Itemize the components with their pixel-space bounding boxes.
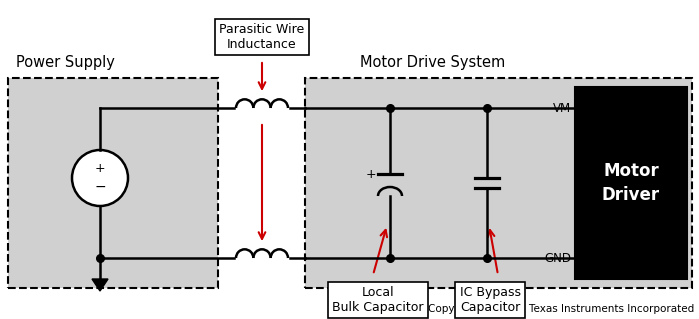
Polygon shape: [92, 279, 108, 291]
Text: Power Supply: Power Supply: [16, 55, 115, 70]
Text: Local
Bulk Capacitor: Local Bulk Capacitor: [332, 286, 424, 314]
Circle shape: [72, 150, 128, 206]
Text: Parasitic Wire
Inductance: Parasitic Wire Inductance: [219, 23, 305, 51]
Text: +: +: [94, 162, 106, 175]
Text: Motor
Driver: Motor Driver: [602, 162, 660, 204]
Text: Copyright © 2016, Texas Instruments Incorporated: Copyright © 2016, Texas Instruments Inco…: [428, 304, 694, 314]
Bar: [305, 78, 692, 288]
Bar: [8, 78, 218, 288]
Text: GND: GND: [544, 251, 571, 264]
Text: +: +: [366, 167, 376, 181]
Text: IC Bypass
Capacitor: IC Bypass Capacitor: [459, 286, 521, 314]
Text: −: −: [94, 180, 106, 194]
Text: Motor Drive System: Motor Drive System: [360, 55, 505, 70]
Text: VM: VM: [553, 101, 571, 115]
Bar: [575, 87, 687, 279]
